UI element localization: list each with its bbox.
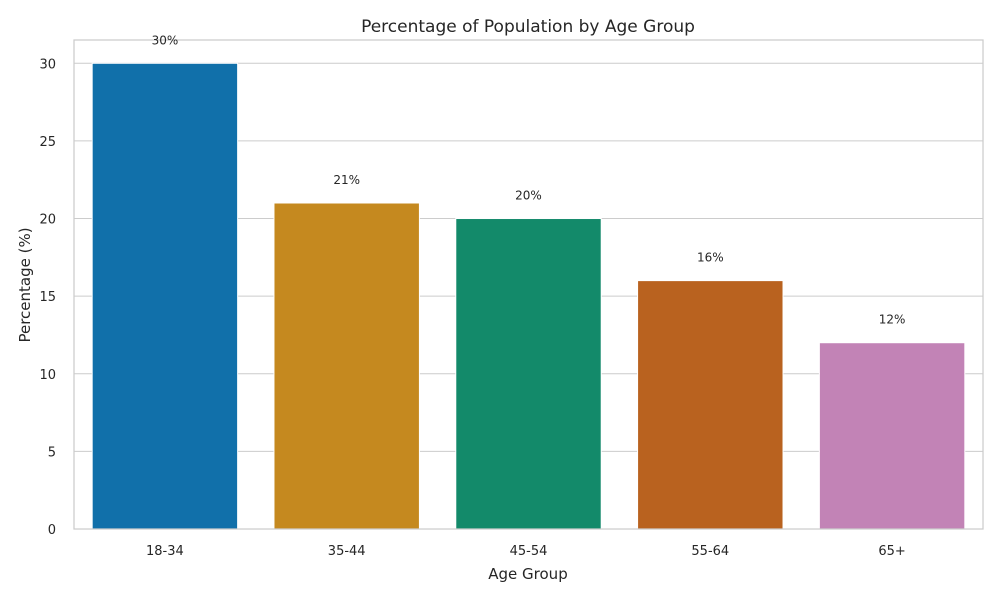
plot-frame bbox=[73, 39, 984, 530]
y-axis-ticks: 0 5 10 15 20 25 30 bbox=[39, 57, 56, 538]
chart-title: Percentage of Population by Age Group bbox=[361, 17, 695, 37]
bar-45-54 bbox=[455, 218, 602, 530]
y-tick-label: 15 bbox=[39, 290, 56, 305]
x-tick-label: 18-34 bbox=[146, 544, 184, 559]
x-tick-label: 55-64 bbox=[691, 544, 729, 559]
data-label: 12% bbox=[879, 313, 906, 327]
y-tick-label: 30 bbox=[39, 57, 56, 72]
bar-65+ bbox=[818, 342, 966, 530]
x-tick-label: 35-44 bbox=[328, 544, 366, 559]
data-label: 21% bbox=[333, 173, 360, 187]
y-tick-label: 20 bbox=[39, 213, 56, 228]
x-tick-label: 45-54 bbox=[510, 544, 548, 559]
data-label: 30% bbox=[152, 33, 179, 47]
y-axis-label: Percentage (%) bbox=[16, 227, 34, 342]
bar-18-34 bbox=[91, 62, 239, 530]
y-tick-label: 25 bbox=[39, 135, 56, 150]
data-label: 20% bbox=[515, 189, 542, 203]
bar-55-64 bbox=[637, 280, 784, 530]
x-axis-ticks: 18-34 35-44 45-54 55-64 65+ bbox=[146, 544, 906, 559]
data-label: 16% bbox=[697, 251, 724, 265]
y-tick-label: 0 bbox=[48, 523, 56, 538]
bars bbox=[91, 62, 966, 530]
y-tick-label: 10 bbox=[39, 368, 56, 383]
x-tick-label: 65+ bbox=[878, 544, 905, 559]
x-axis-label: Age Group bbox=[488, 565, 567, 583]
y-tick-label: 5 bbox=[48, 445, 56, 460]
bar-35-44 bbox=[273, 202, 420, 530]
data-labels: 30% 21% 20% 16% 12% bbox=[152, 33, 906, 326]
